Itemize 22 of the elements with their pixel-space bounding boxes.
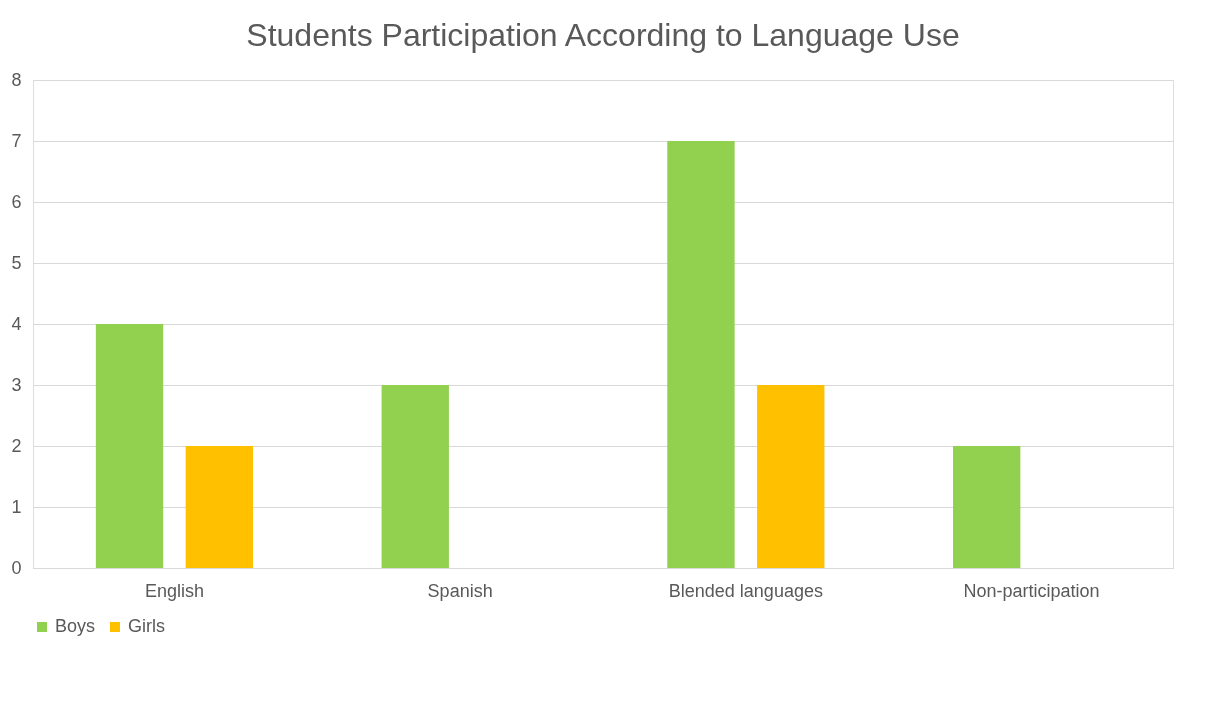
legend-label: Boys [55,616,96,636]
bar [381,385,449,568]
y-tick-label: 8 [11,69,22,90]
bar [185,446,253,568]
x-tick-label: Spanish [427,580,493,601]
y-tick-label: 3 [11,374,22,395]
chart-title: Students Participation According to Language Use [246,17,960,53]
y-tick-label: 2 [11,435,22,456]
bar [95,324,164,568]
x-tick-label: Non-participation [963,580,1100,601]
y-tick-label: 0 [11,557,22,578]
bar [757,385,825,568]
bar [953,446,1021,568]
y-tick-label: 1 [11,496,22,517]
x-tick-label: English [144,580,204,601]
y-tick-label: 7 [11,130,22,151]
y-tick-label: 5 [11,252,22,273]
legend-label: Girls [128,616,165,636]
y-tick-label: 6 [11,191,22,212]
x-tick-label: Blended languages [668,580,823,601]
bar [667,141,735,568]
y-tick-label: 4 [11,313,22,334]
